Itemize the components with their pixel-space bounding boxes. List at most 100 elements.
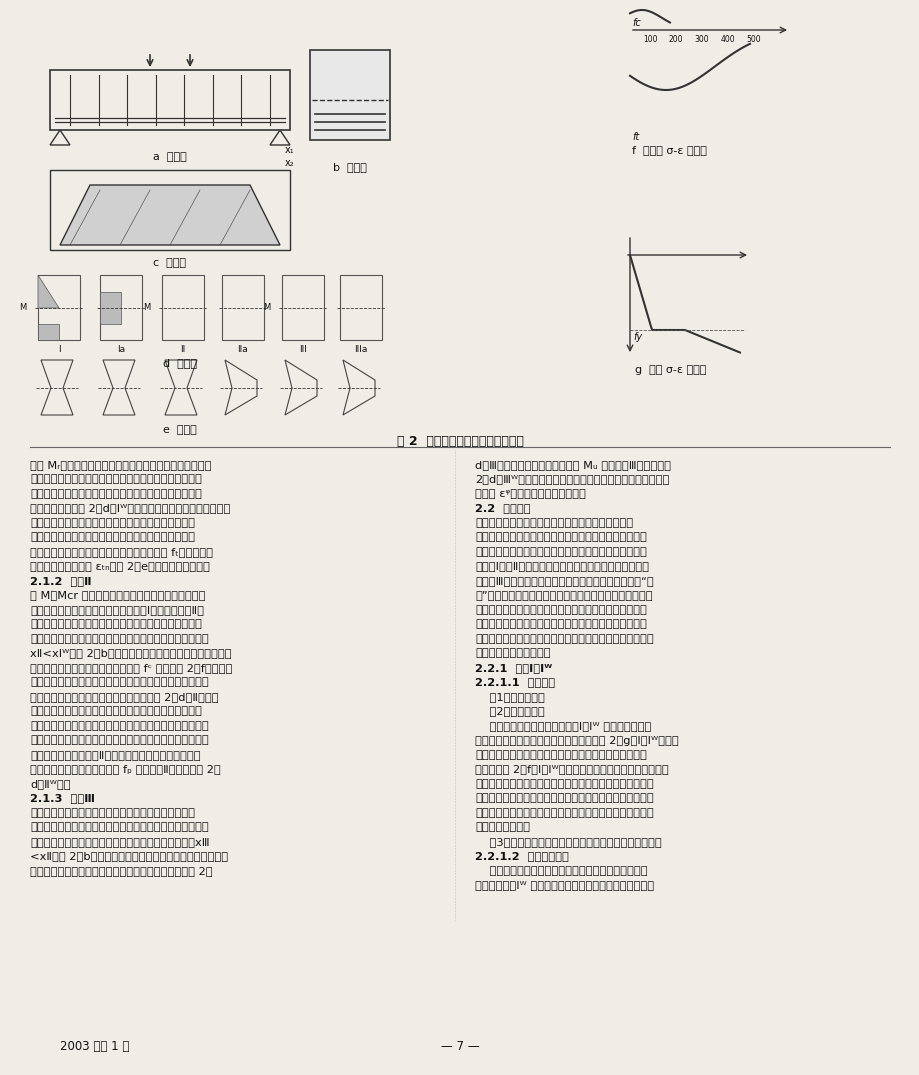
- Bar: [50, 170, 289, 250]
- Text: 拉鑉筋应力将要达到屈服强度 fₚ 时，为第Ⅱ阶段末（图 2，: 拉鑉筋应力将要达到屈服强度 fₚ 时，为第Ⅱ阶段末（图 2，: [30, 764, 221, 774]
- Text: 突然增大了很多。在第Ⅱ阶段中，当弯矩继维增加使得受: 突然增大了很多。在第Ⅱ阶段中，当弯矩继维增加使得受: [30, 750, 200, 760]
- Text: Ia: Ia: [117, 345, 125, 354]
- Text: 庳层和底板直至内部结构回筑的全过程中，工作状态一般: 庳层和底板直至内部结构回筑的全过程中，工作状态一般: [474, 547, 646, 557]
- Text: 2003 年第 1 期: 2003 年第 1 期: [60, 1040, 130, 1053]
- Text: 计算方法，这样也就考虑了梁的受拉区混凝土对弯矩的影: 计算方法，这样也就考虑了梁的受拉区混凝土对弯矩的影: [474, 619, 646, 630]
- Text: （2）弹性体假定: （2）弹性体假定: [474, 706, 544, 717]
- Text: 500: 500: [746, 35, 761, 44]
- Text: 力，但其下大部分的混凝土已经退出工作，拉力主要有鑉筋: 力，但其下大部分的混凝土已经退出工作，拉力主要有鑉筋: [30, 721, 209, 731]
- Text: fc: fc: [631, 18, 640, 28]
- Text: 睛”作用就显得尤为重要。在反算弯矩时，我们关键是要判: 睛”作用就显得尤为重要。在反算弯矩时，我们关键是要判: [474, 590, 652, 601]
- Text: 都被视为弹性体。: 都被视为弹性体。: [474, 822, 529, 832]
- Text: 的地下连续墙从基坑逐步向下开挾到设计标高，然后浇注: 的地下连续墙从基坑逐步向下开挾到设计标高，然后浇注: [474, 532, 646, 543]
- Text: 2.1.3  阶段Ⅲ: 2.1.3 阶段Ⅲ: [30, 793, 95, 803]
- Text: 300: 300: [694, 35, 709, 44]
- Text: ft: ft: [631, 132, 639, 142]
- Text: 体，应力与应变成正比，符合虎克定律（图 2，g，Ⅰ～Ⅰᵂ），混: 体，应力与应变成正比，符合虎克定律（图 2，g，Ⅰ～Ⅰᵂ），混: [474, 735, 678, 745]
- Text: 当弯矩继维增大，这时由于鑉筋的屈服，它将继维变形: 当弯矩继维增大，这时由于鑉筋的屈服，它将继维变形: [30, 808, 195, 818]
- Text: b  中和轴: b 中和轴: [333, 162, 367, 172]
- Text: 缝宽度随之扩展并沿梁高向上延伸，中和轴继维上升，xⅢ: 缝宽度随之扩展并沿梁高向上延伸，中和轴继维上升，xⅢ: [30, 837, 210, 847]
- Text: 100: 100: [642, 35, 656, 44]
- Text: 三角形，而受拉区混凝土的应力图形由于塑性发展而呈曲: 三角形，而受拉区混凝土的应力图形由于塑性发展而呈曲: [30, 489, 201, 499]
- Text: 本上属于弹性工作性质，受压区混凝土的应力图形仍接近: 本上属于弹性工作性质，受压区混凝土的应力图形仍接近: [30, 474, 201, 485]
- Text: 2.2.1  阶段Ⅰ～Ⅰᵂ: 2.2.1 阶段Ⅰ～Ⅰᵂ: [474, 663, 551, 673]
- Text: I: I: [58, 345, 61, 354]
- Text: 2.2.1.1  基本假定: 2.2.1.1 基本假定: [474, 677, 554, 688]
- Bar: [162, 275, 204, 340]
- Text: g  钢筋 σ-ε 全曲线: g 钢筋 σ-ε 全曲线: [634, 366, 706, 375]
- Text: 拉应变达到极限限値 εₜₙ（图 2，e），裂缝即将形成。: 拉应变达到极限限値 εₜₙ（图 2，e），裂缝即将形成。: [30, 561, 210, 572]
- Text: 展而呈曲边三角形分布，但此时，曲线并不丰满，与直线相: 展而呈曲边三角形分布，但此时，曲线并不丰满，与直线相: [474, 779, 653, 789]
- Text: 力），最大的混凝土抑应力达到极限抗拉强度 fₜ，混凝土的: 力），最大的混凝土抑应力达到极限抗拉强度 fₜ，混凝土的: [30, 547, 213, 557]
- Text: 鑉筋混凝土受弯构件处于阶段Ⅰ～Ⅰᵂ 时，鑉筋是弹性: 鑉筋混凝土受弯构件处于阶段Ⅰ～Ⅰᵂ 时，鑉筋是弹性: [474, 721, 651, 731]
- Text: d  应力图: d 应力图: [163, 358, 197, 368]
- Text: 大到 Mᵣ时，受压区混凝土边缘纤维应变量相对还很小，基: 大到 Mᵣ时，受压区混凝土边缘纤维应变量相对还很小，基: [30, 460, 211, 470]
- Text: 当 M＝Mcr 时，在抗拉能力最薄弱的截面处将首先出: 当 M＝Mcr 时，在抗拉能力最薄弱的截面处将首先出: [30, 590, 205, 601]
- Text: 时中和轴位置在素混凝土截面重心之下（因筋筋参与受: 时中和轴位置在素混凝土截面重心之下（因筋筋参与受: [30, 532, 195, 543]
- Text: M: M: [18, 302, 26, 312]
- Text: 拉钉筋的应变同周回同一水平处混凝土的应变相等，也: 拉钉筋的应变同周回同一水平处混凝土的应变相等，也: [30, 518, 195, 528]
- Text: 2.1.2  阶段Ⅱ: 2.1.2 阶段Ⅱ: [30, 576, 91, 586]
- Text: d，Ⅲ）。弯矩再增加到极限弯矩 Mᵤ 时，为第Ⅲ阶段末（图: d，Ⅲ）。弯矩再增加到极限弯矩 Mᵤ 时，为第Ⅲ阶段末（图: [474, 460, 670, 470]
- Bar: [100, 292, 121, 324]
- Bar: [50, 70, 289, 130]
- Text: 承担，故在弯矩不变的情况下，开裂后的鑉筋应力较开裂前: 承担，故在弯矩不变的情况下，开裂后的鑉筋应力较开裂前: [30, 735, 209, 745]
- Text: 2.2  弯矩计算: 2.2 弯矩计算: [474, 503, 530, 514]
- Text: （1）平截面假定: （1）平截面假定: [474, 692, 544, 702]
- Text: 一定高度，从而在这个截面处的中和轴位置也将随之上移，: 一定高度，从而在这个截面处的中和轴位置也将随之上移，: [30, 634, 209, 644]
- Text: （3）鑉筋的应变同周回同一水平处混凝土的应变相等。: （3）鑉筋的应变同周回同一水平处混凝土的应变相等。: [474, 837, 661, 847]
- Text: II: II: [180, 345, 186, 354]
- Text: 凝土受压区塑性变形的发展，应变的增长大于应力的增长，: 凝土受压区塑性变形的发展，应变的增长大于应力的增长，: [30, 677, 209, 688]
- Text: M: M: [263, 302, 269, 312]
- Bar: [38, 275, 80, 340]
- Text: 处于第Ⅰ或第Ⅱ阶段（带裂缝工作的正常使用阶段），但处: 处于第Ⅰ或第Ⅱ阶段（带裂缝工作的正常使用阶段），但处: [474, 561, 648, 572]
- Text: 和应变均取其绝对値）。: 和应变均取其绝对値）。: [474, 648, 550, 659]
- Text: IIIa: IIIa: [354, 345, 368, 354]
- Text: x₂: x₂: [285, 158, 294, 168]
- Bar: [340, 275, 381, 340]
- Text: 差不大，为简化计算，可以近似看作直线三角形分布，应力: 差不大，为简化计算，可以近似看作直线三角形分布，应力: [474, 793, 653, 803]
- Text: x₁: x₁: [285, 145, 294, 155]
- Text: 应变量也同时增大，使得其应力图形变得更加丰满（图 2，: 应变量也同时增大，使得其应力图形变得更加丰满（图 2，: [30, 866, 212, 876]
- Bar: [38, 324, 59, 340]
- Text: 现第一条裂缝，一旦开裂，梁立即由第Ⅰ阶段转换为第Ⅱ阶: 现第一条裂缝，一旦开裂，梁立即由第Ⅰ阶段转换为第Ⅱ阶: [30, 605, 204, 615]
- Text: 200: 200: [668, 35, 683, 44]
- Text: xⅡ<xⅠᵂ（图 2，b）。受压区减少，引起混凝土的压应力增: xⅡ<xⅠᵂ（图 2，b）。受压区减少，引起混凝土的压应力增: [30, 648, 232, 659]
- Bar: [310, 51, 390, 140]
- Text: a  实验梁: a 实验梁: [153, 152, 187, 162]
- Text: — 7 —: — 7 —: [440, 1040, 479, 1053]
- Polygon shape: [60, 185, 279, 245]
- Text: M: M: [142, 302, 150, 312]
- Bar: [282, 275, 323, 340]
- Text: IIa: IIa: [237, 345, 248, 354]
- Text: 而应力大小保持不变。弯矩再福增加，则鑉筋应变骊增，裂: 而应力大小保持不变。弯矩再福增加，则鑉筋应变骊增，裂: [30, 822, 209, 832]
- Text: 从以上的鑉筋混凝土梁的工作阶段来看，实际监测中: 从以上的鑉筋混凝土梁的工作阶段来看，实际监测中: [474, 518, 632, 528]
- Text: 段。其特征是垂直裂缝已经形成并开展，并沿梁高延伸到: 段。其特征是垂直裂缝已经形成并开展，并沿梁高延伸到: [30, 619, 201, 630]
- Text: <xⅡ（图 2，b），受压区高度进一步减少，受压区混凝土的: <xⅡ（图 2，b），受压区高度进一步减少，受压区混凝土的: [30, 851, 228, 861]
- Text: 400: 400: [720, 35, 734, 44]
- Text: 响程度，从而有取有舍，简化计算（以下公式推导中的应力: 响程度，从而有取有舍，简化计算（以下公式推导中的应力: [474, 634, 653, 644]
- Bar: [221, 275, 264, 340]
- Text: 和轴以下的裂缝尚未延伸到部位，混凝土仍可承受少许拉: 和轴以下的裂缝尚未延伸到部位，混凝土仍可承受少许拉: [30, 706, 201, 717]
- Text: f  混凝土 σ-ε 全曲线: f 混凝土 σ-ε 全曲线: [631, 145, 706, 155]
- Text: fy: fy: [632, 332, 641, 342]
- Text: 凝土受压区的应力分布图形是直线三角形，应力与应变变: 凝土受压区的应力分布图形是直线三角形，应力与应变变: [474, 750, 646, 760]
- Text: e  应变图: e 应变图: [163, 425, 197, 435]
- Text: 大，但还小于混凝土的极限抗压强度 fᶜ 甚多（图 2，f），因混: 大，但还小于混凝土的极限抗压强度 fᶜ 甚多（图 2，f），因混: [30, 663, 233, 673]
- Text: 2，d，Ⅲᵂ），此时边缘纤维压应变达到混凝土受弯时的极限: 2，d，Ⅲᵂ），此时边缘纤维压应变达到混凝土受弯时的极限: [474, 474, 669, 485]
- Text: c  弯矩图: c 弯矩图: [153, 258, 187, 268]
- Text: 压应变 εᵠ，标志着梁已开始破坏。: 压应变 εᵠ，标志着梁已开始破坏。: [474, 489, 585, 499]
- Text: 边三角形分布（图 2，d，Ⅰᵂ）。此时，由于员合力的存在，受: 边三角形分布（图 2，d，Ⅰᵂ）。此时，由于员合力的存在，受: [30, 503, 230, 514]
- Text: 与应变成正比，符合虎克定律，因此受压区和受拉区混凝土: 与应变成正比，符合虎克定律，因此受压区和受拉区混凝土: [474, 808, 653, 818]
- Text: 工作阶段到达Ⅰᵂ 之前，混凝土受拉区的应力分布图从直线: 工作阶段到达Ⅰᵂ 之前，混凝土受拉区的应力分布图从直线: [474, 880, 653, 890]
- Text: 从以上的鑉筋混凝土构件的实验结果可以看出，梁的: 从以上的鑉筋混凝土构件的实验结果可以看出，梁的: [474, 866, 647, 876]
- Text: 2.2.1.2  基本计算公式: 2.2.1.2 基本计算公式: [474, 851, 568, 861]
- Polygon shape: [38, 275, 59, 309]
- Text: 图 2  钢筋混凝土梁工作的三个阶段: 图 2 钢筋混凝土梁工作的三个阶段: [396, 435, 523, 448]
- Text: 成正比（图 2，f，Ⅰ～Ⅰᵂ），受拉区混凝土的应力由于塑性发: 成正比（图 2，f，Ⅰ～Ⅰᵂ），受拉区混凝土的应力由于塑性发: [474, 764, 668, 774]
- Text: d，Ⅱᵂ）。: d，Ⅱᵂ）。: [30, 779, 71, 789]
- Text: 明地下墙处于哪个工作阶段，分别采取不同的本构关系和: 明地下墙处于哪个工作阶段，分别采取不同的本构关系和: [474, 605, 646, 615]
- Bar: [100, 275, 142, 340]
- Text: III: III: [299, 345, 307, 354]
- Text: 所以混凝土的压应力图形变得更加弯曲（图 2，d，Ⅱ）。中: 所以混凝土的压应力图形变得更加弯曲（图 2，d，Ⅱ）。中: [30, 692, 219, 702]
